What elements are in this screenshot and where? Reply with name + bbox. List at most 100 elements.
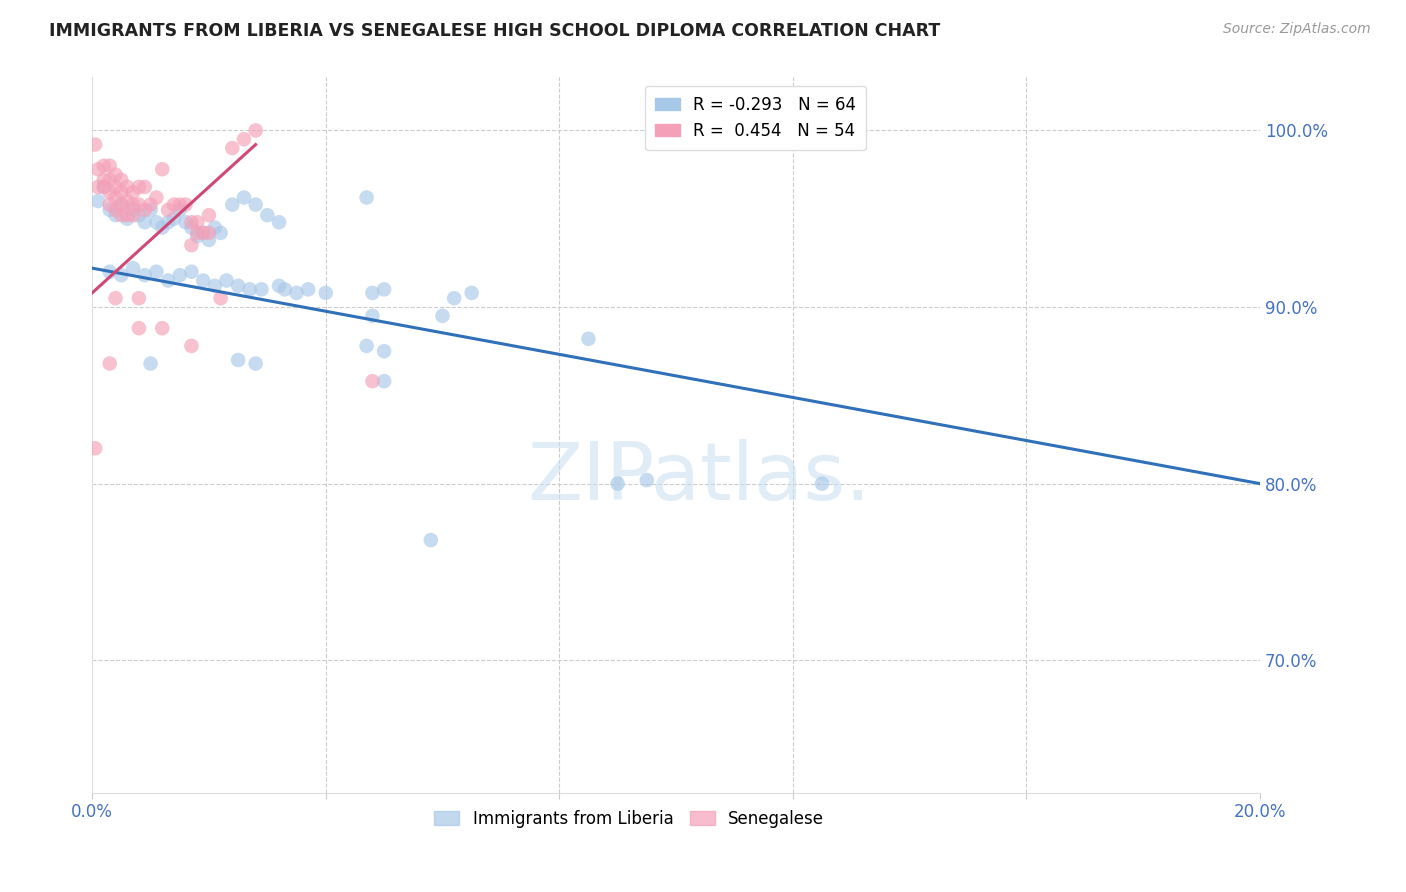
- Point: [98, 357, 121, 371]
- Point: [186, 229, 208, 244]
- Point: [285, 285, 308, 300]
- Point: [204, 220, 226, 235]
- Point: [250, 282, 273, 296]
- Point: [180, 215, 202, 229]
- Point: [606, 476, 628, 491]
- Point: [128, 180, 150, 194]
- Point: [104, 202, 127, 217]
- Point: [128, 208, 150, 222]
- Point: [361, 285, 384, 300]
- Point: [122, 261, 145, 276]
- Point: [356, 190, 378, 204]
- Point: [233, 190, 256, 204]
- Point: [373, 282, 395, 296]
- Point: [128, 197, 150, 211]
- Point: [180, 265, 202, 279]
- Point: [209, 226, 232, 240]
- Point: [84, 442, 107, 456]
- Text: ZIPatlas.: ZIPatlas.: [527, 439, 872, 517]
- Point: [110, 173, 132, 187]
- Point: [221, 197, 243, 211]
- Point: [315, 285, 337, 300]
- Point: [157, 273, 180, 287]
- Point: [115, 208, 138, 222]
- Point: [274, 282, 297, 296]
- Point: [139, 197, 162, 211]
- Point: [163, 211, 186, 226]
- Point: [110, 186, 132, 200]
- Point: [87, 194, 110, 208]
- Point: [460, 285, 482, 300]
- Point: [128, 321, 150, 335]
- Point: [180, 220, 202, 235]
- Point: [174, 215, 197, 229]
- Point: [122, 208, 145, 222]
- Point: [93, 173, 115, 187]
- Text: Source: ZipAtlas.com: Source: ZipAtlas.com: [1223, 22, 1371, 37]
- Point: [98, 159, 121, 173]
- Point: [145, 265, 167, 279]
- Point: [198, 208, 221, 222]
- Point: [150, 220, 173, 235]
- Point: [578, 332, 600, 346]
- Point: [93, 180, 115, 194]
- Point: [226, 278, 249, 293]
- Point: [186, 215, 208, 229]
- Point: [87, 162, 110, 177]
- Point: [226, 353, 249, 368]
- Point: [163, 197, 186, 211]
- Point: [139, 357, 162, 371]
- Point: [191, 273, 214, 287]
- Point: [104, 168, 127, 182]
- Point: [180, 339, 202, 353]
- Point: [98, 265, 121, 279]
- Point: [139, 202, 162, 217]
- Point: [191, 226, 214, 240]
- Point: [98, 186, 121, 200]
- Point: [122, 197, 145, 211]
- Point: [110, 268, 132, 283]
- Point: [245, 357, 267, 371]
- Point: [110, 197, 132, 211]
- Point: [361, 309, 384, 323]
- Point: [104, 190, 127, 204]
- Point: [157, 202, 180, 217]
- Point: [204, 278, 226, 293]
- Point: [93, 159, 115, 173]
- Point: [128, 291, 150, 305]
- Point: [245, 197, 267, 211]
- Point: [134, 180, 156, 194]
- Point: [145, 215, 167, 229]
- Point: [267, 278, 290, 293]
- Point: [811, 476, 834, 491]
- Point: [150, 321, 173, 335]
- Point: [98, 197, 121, 211]
- Legend: Immigrants from Liberia, Senegalese: Immigrants from Liberia, Senegalese: [427, 803, 831, 834]
- Text: IMMIGRANTS FROM LIBERIA VS SENEGALESE HIGH SCHOOL DIPLOMA CORRELATION CHART: IMMIGRANTS FROM LIBERIA VS SENEGALESE HI…: [49, 22, 941, 40]
- Point: [361, 374, 384, 388]
- Point: [122, 202, 145, 217]
- Point: [115, 180, 138, 194]
- Point: [110, 208, 132, 222]
- Point: [134, 268, 156, 283]
- Point: [221, 141, 243, 155]
- Point: [122, 186, 145, 200]
- Point: [636, 473, 658, 487]
- Point: [419, 533, 441, 548]
- Point: [134, 215, 156, 229]
- Point: [169, 268, 191, 283]
- Point: [180, 238, 202, 252]
- Point: [98, 173, 121, 187]
- Point: [145, 190, 167, 204]
- Point: [239, 282, 262, 296]
- Point: [84, 137, 107, 152]
- Point: [233, 132, 256, 146]
- Point: [98, 202, 121, 217]
- Point: [297, 282, 319, 296]
- Point: [174, 197, 197, 211]
- Point: [432, 309, 454, 323]
- Point: [267, 215, 290, 229]
- Point: [198, 226, 221, 240]
- Point: [104, 291, 127, 305]
- Point: [209, 291, 232, 305]
